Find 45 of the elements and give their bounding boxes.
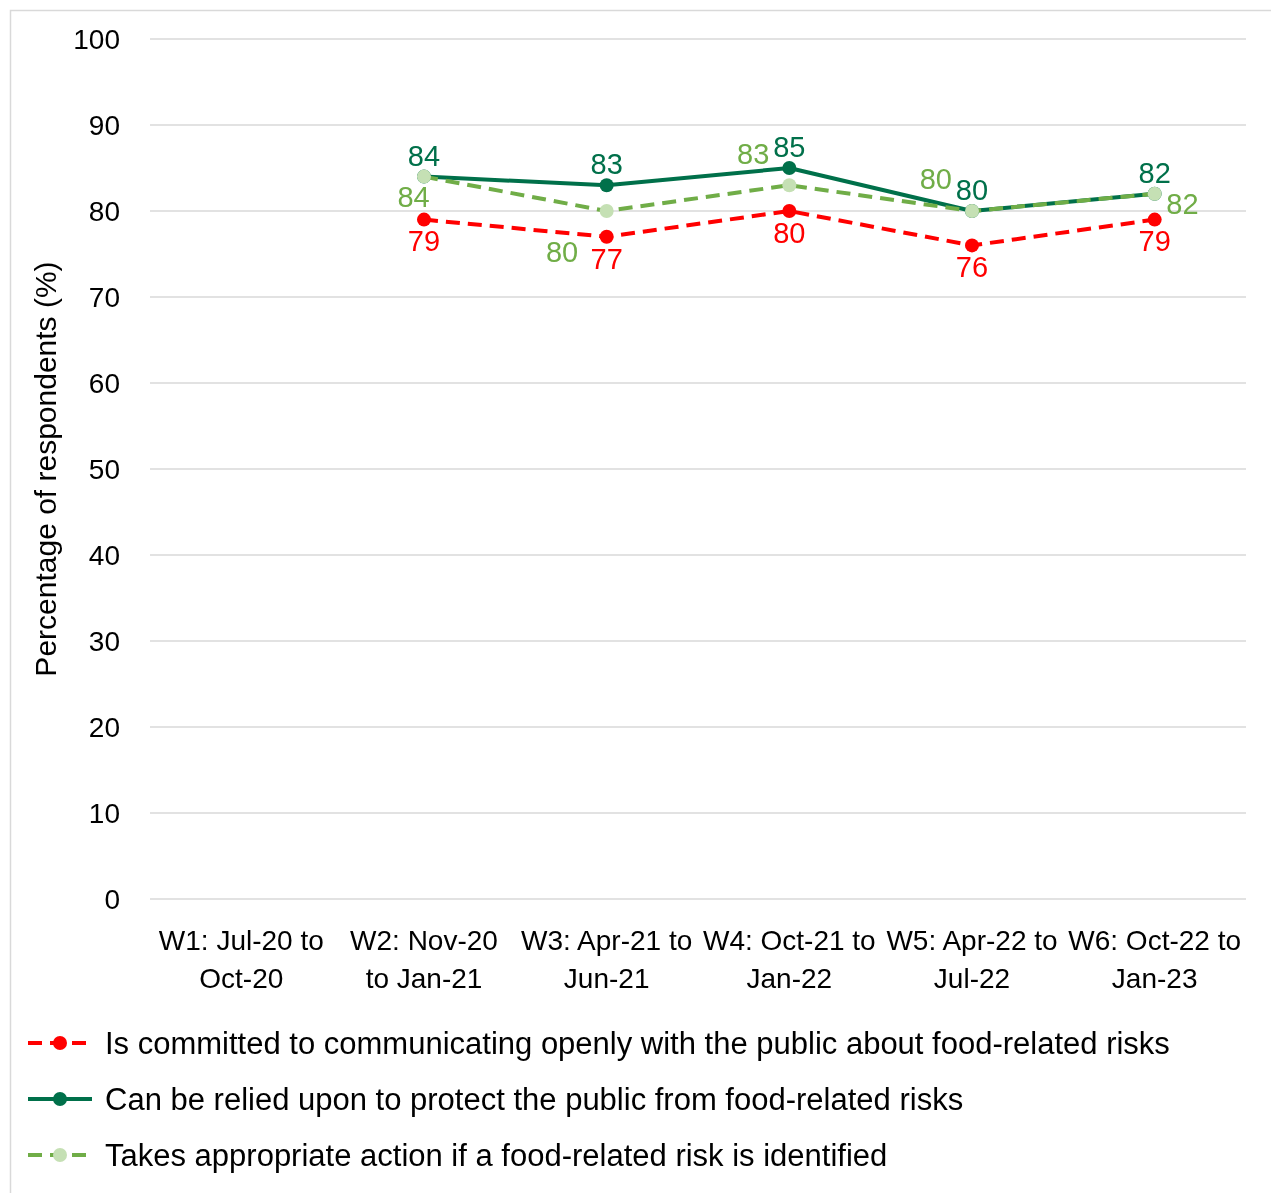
legend-label: Takes appropriate action if a food-related risk is identified [105,1137,888,1173]
data-label: 84 [397,180,430,213]
y-tick-label: 40 [88,539,120,571]
y-tick-label: 30 [88,625,120,657]
data-label: 80 [545,236,579,269]
legend-label: Can be relied upon to protect the public from food-related risks [105,1081,964,1117]
y-tick-label: 0 [104,883,120,915]
y-tick-label: 60 [88,367,120,399]
point [417,212,431,227]
point [965,238,979,253]
data-label: 83 [590,148,623,181]
y-tick-label: 50 [88,453,120,485]
y-tick-label: 100 [73,23,120,55]
y-tick-label: 20 [88,711,120,743]
data-label: 82 [1138,156,1171,189]
y-tick-label: 70 [88,281,120,313]
data-label: 79 [407,225,441,258]
data-label: 80 [955,174,989,206]
y-axis-title: Percentage of respondents (%) [28,261,62,677]
point [599,204,614,218]
data-label: 80 [919,163,952,196]
x-tick-label: W6: Oct-22 to Jan-23 [1068,924,1242,994]
x-tick-label: W3: Apr-21 to Jun-21 [521,924,693,994]
data-label: 82 [1166,187,1199,220]
y-tick-label: 90 [88,109,120,141]
x-tick-label: W5: Apr-22 to Jul-22 [886,924,1058,994]
y-tick-label: 10 [88,797,120,829]
data-label: 80 [773,216,806,249]
x-tick-label: W1: Jul-20 to Oct-20 [158,924,324,994]
point [782,204,797,218]
y-tick-label: 80 [88,195,120,227]
x-tick-label: W4: Oct-21 to Jan-22 [702,924,876,994]
data-label: 84 [407,139,441,172]
point [1147,212,1162,227]
legend-label: Is committed to communicating openly with the public about food-related risks [105,1025,1170,1061]
data-label: 83 [737,137,770,170]
point [599,229,614,244]
data-label: 77 [590,242,623,275]
point [782,161,797,175]
data-label: 79 [1138,225,1171,258]
point [782,178,797,193]
point [599,178,614,193]
x-tick-label: W2: Nov-20 to Jan-21 [350,924,498,994]
data-label: 85 [773,131,806,163]
data-label: 76 [955,251,989,284]
